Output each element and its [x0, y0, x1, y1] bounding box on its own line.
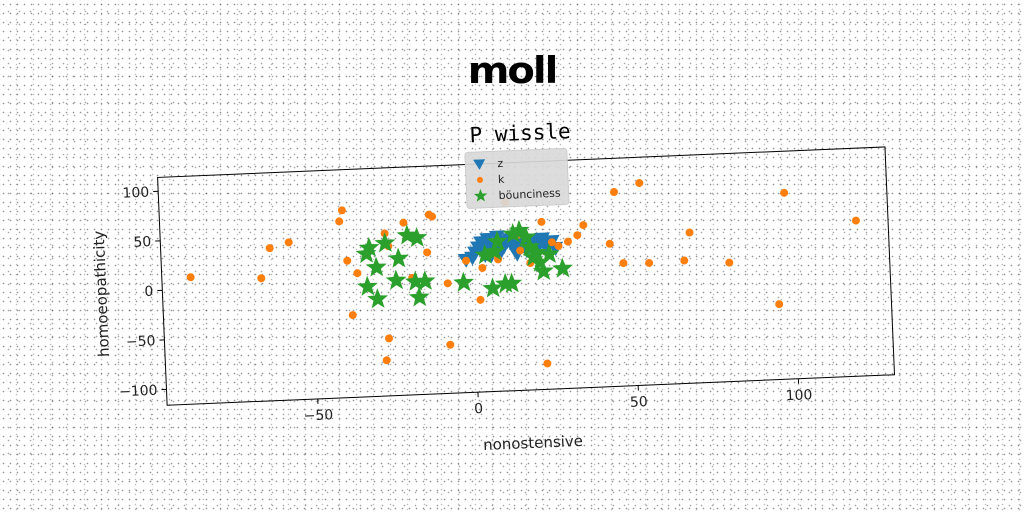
y-axis-label: homoeopathicity	[90, 230, 113, 357]
legend-label: z	[497, 157, 504, 170]
figure-suptitle: moll	[467, 49, 559, 93]
data-point	[680, 256, 689, 265]
data-point	[619, 259, 628, 268]
data-point	[563, 237, 572, 246]
data-point	[635, 179, 644, 188]
data-point	[685, 228, 694, 237]
legend-box	[464, 147, 570, 209]
data-point	[337, 206, 346, 215]
y-tick-label: −100	[119, 383, 158, 401]
data-point	[462, 256, 471, 265]
data-point-star	[358, 236, 380, 258]
legend-label: k	[498, 173, 506, 186]
data-point-star	[406, 226, 428, 248]
data-point-star	[453, 271, 475, 292]
data-point	[385, 334, 394, 343]
legend-label: böunciness	[498, 187, 561, 203]
series-2	[355, 219, 573, 309]
data-point	[284, 238, 293, 247]
data-point	[645, 258, 654, 267]
x-tick-label: −50	[303, 407, 333, 424]
data-point-star	[552, 257, 573, 278]
data-point-star	[367, 288, 389, 309]
legend-marker	[476, 176, 483, 183]
data-point	[579, 221, 588, 230]
data-point-star	[486, 230, 508, 251]
data-point	[343, 256, 352, 265]
data-point-star	[396, 224, 418, 245]
x-tick-label: 100	[785, 387, 812, 404]
data-point	[443, 279, 452, 288]
data-point	[573, 231, 582, 240]
data-point	[725, 258, 734, 267]
chart-title: P wissle	[469, 119, 571, 147]
data-point	[610, 188, 619, 197]
data-point-star	[357, 275, 378, 296]
data-point	[851, 216, 860, 225]
y-tick-label: 50	[133, 234, 151, 251]
data-point-star	[365, 256, 387, 277]
data-point	[348, 311, 357, 320]
x-tick-label: 0	[474, 401, 484, 417]
data-point	[476, 295, 485, 304]
data-point-star	[538, 243, 560, 264]
data-point	[775, 300, 784, 309]
data-point-star	[483, 240, 505, 261]
data-point	[543, 359, 552, 368]
data-point-star	[408, 286, 430, 307]
data-point	[353, 269, 362, 278]
data-point	[423, 248, 432, 257]
data-point-star	[482, 277, 504, 298]
data-point	[446, 340, 455, 349]
data-point-star	[502, 222, 524, 244]
data-point	[335, 217, 344, 226]
x-axis: −50 0 50 100	[303, 378, 813, 425]
x-axis-label: nonostensive	[483, 432, 584, 454]
data-point-star	[387, 247, 409, 268]
data-point-star	[414, 270, 436, 291]
data-point	[547, 238, 556, 247]
data-point	[605, 239, 614, 248]
data-marks	[186, 179, 860, 368]
data-point	[478, 263, 487, 272]
y-tick-label: 100	[122, 185, 149, 202]
data-point-star	[501, 272, 523, 293]
data-point	[428, 212, 437, 221]
data-point	[537, 217, 546, 226]
data-point	[399, 218, 408, 227]
legend-marker	[473, 188, 488, 202]
data-point-star	[374, 232, 396, 253]
y-tick-label: 0	[144, 284, 154, 300]
y-tick-label: −50	[126, 333, 156, 350]
data-point	[265, 244, 274, 253]
data-point	[382, 356, 391, 365]
data-point	[780, 188, 789, 197]
data-point	[516, 246, 525, 255]
x-tick-label: 50	[630, 394, 648, 411]
rotated-figure: P wissle −50 0 50 100 −100 −50 0 50 100 nonoste…	[90, 119, 896, 454]
data-point	[554, 241, 563, 250]
data-point-star	[385, 269, 407, 290]
data-point	[186, 273, 195, 282]
y-axis: −100 −50 0 50 100	[119, 185, 167, 401]
legend-marker	[473, 159, 486, 170]
data-point-star	[404, 270, 426, 291]
data-point-star	[532, 260, 554, 281]
data-point	[257, 274, 266, 283]
